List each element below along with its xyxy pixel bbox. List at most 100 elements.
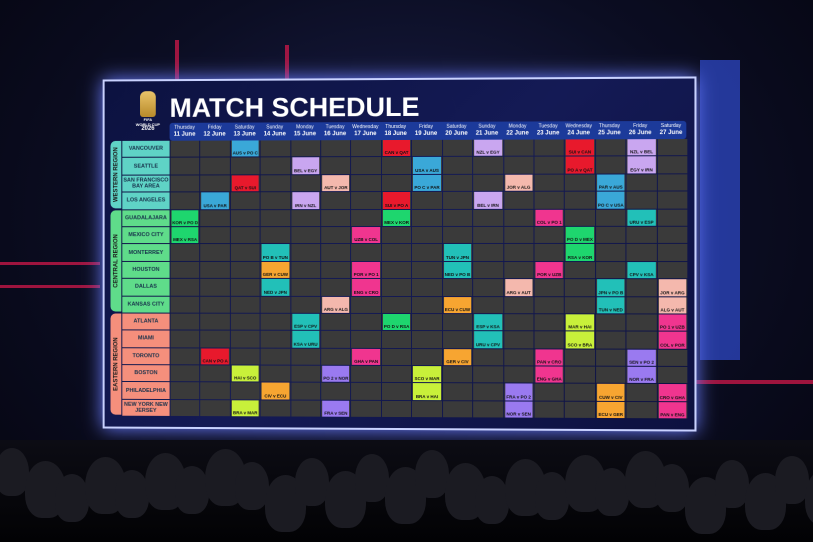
schedule-cell bbox=[381, 261, 412, 279]
schedule-cell bbox=[412, 244, 442, 261]
schedule-cell: RSA v KOR bbox=[565, 244, 595, 261]
schedule-cell bbox=[260, 365, 291, 383]
schedule-cell bbox=[565, 384, 595, 401]
date-label: 26 June bbox=[628, 130, 652, 137]
schedule-cell bbox=[260, 140, 291, 157]
schedule-cell bbox=[503, 331, 534, 349]
schedule-cell: GER v CUW bbox=[260, 261, 291, 279]
schedule-cell: PO C v USA bbox=[595, 191, 626, 209]
match-card: ENG v CRO bbox=[352, 279, 380, 296]
city-label: NEW YORK NEW JERSEY bbox=[122, 399, 170, 417]
match-card: NED v PO B bbox=[443, 261, 472, 279]
schedule-cell: CUW v CIV bbox=[595, 384, 626, 401]
schedule-cell bbox=[595, 314, 626, 331]
weekday-label: Sunday bbox=[266, 124, 284, 131]
schedule-cell bbox=[473, 401, 503, 418]
audience-head bbox=[175, 466, 209, 514]
schedule-cell bbox=[230, 330, 260, 348]
match-card: CAN v PO A bbox=[201, 348, 229, 365]
match-card: HAI v SCO bbox=[231, 365, 259, 382]
weekday-label: Wednesday bbox=[352, 124, 379, 131]
city-label: PHILADELPHIA bbox=[122, 382, 170, 399]
schedule-cell bbox=[412, 209, 442, 226]
region-label: EASTERN REGION bbox=[110, 313, 122, 416]
schedule-cell bbox=[626, 314, 657, 331]
schedule-cell bbox=[200, 209, 230, 227]
schedule-cell bbox=[291, 227, 321, 244]
match-card: PO D v MEX bbox=[566, 226, 594, 244]
schedule-cell bbox=[473, 366, 503, 383]
schedule-cell bbox=[657, 209, 688, 226]
schedule-cell bbox=[321, 383, 351, 400]
schedule-cell bbox=[381, 296, 412, 313]
audience-head bbox=[55, 474, 89, 522]
region-label: CENTRAL REGION bbox=[110, 209, 122, 312]
schedule-cell: IRN v NZL bbox=[291, 192, 321, 209]
schedule-cell bbox=[321, 209, 351, 227]
match-card: ALG v AUT bbox=[658, 296, 687, 314]
schedule-cell bbox=[565, 366, 595, 384]
schedule-cell bbox=[230, 227, 260, 244]
match-card: CIV v ECU bbox=[261, 382, 290, 400]
schedule-cell: BEL v EGY bbox=[291, 157, 321, 175]
schedule-cell bbox=[351, 140, 381, 157]
schedule-cell bbox=[230, 261, 260, 279]
match-card: CAN v QAT bbox=[382, 139, 411, 157]
schedule-cell bbox=[291, 348, 321, 365]
schedule-cell bbox=[351, 331, 381, 348]
audience-head bbox=[655, 464, 689, 512]
day-header: Sunday 21 June bbox=[472, 122, 503, 140]
schedule-cell: GHA v PAN bbox=[351, 348, 381, 366]
schedule-cell bbox=[565, 401, 595, 419]
stage-light bbox=[175, 40, 179, 80]
region-name: WESTERN REGION bbox=[112, 146, 119, 202]
schedule-cell: PAN v CRO bbox=[534, 349, 565, 366]
schedule-cell bbox=[321, 261, 351, 279]
schedule-cell: USA v AUS bbox=[412, 157, 442, 174]
schedule-cell: PAR v AUS bbox=[595, 174, 626, 191]
date-header: Thursday 11 June Friday 12 June Saturday 13 J… bbox=[169, 120, 687, 141]
date-label: 15 June bbox=[293, 131, 317, 138]
schedule-cell bbox=[412, 331, 442, 348]
schedule-cell bbox=[626, 174, 657, 191]
schedule-cell bbox=[381, 348, 412, 366]
schedule-cell: FRA v SEN bbox=[321, 400, 351, 418]
match-card: JOR v ALG bbox=[504, 174, 533, 191]
city-label: BOSTON bbox=[122, 365, 170, 382]
schedule-cell bbox=[412, 192, 442, 209]
schedule-cell bbox=[412, 261, 442, 279]
schedule-cell bbox=[291, 174, 321, 192]
schedule-cell bbox=[412, 348, 442, 366]
match-card: PO A v QAT bbox=[566, 156, 594, 174]
schedule-cell bbox=[321, 244, 351, 261]
date-label: 22 June bbox=[506, 130, 529, 137]
schedule-cell bbox=[170, 244, 200, 261]
schedule-cell bbox=[351, 296, 381, 313]
schedule-cell bbox=[565, 174, 595, 191]
schedule-cell: CIV v ECU bbox=[260, 382, 291, 400]
audience-head bbox=[355, 454, 389, 502]
city-label: TORONTO bbox=[122, 347, 170, 365]
schedule-cell: JOR v ALG bbox=[503, 174, 534, 191]
weekday-label: Sunday bbox=[478, 123, 496, 130]
match-card: MAR v HAI bbox=[566, 314, 594, 331]
schedule-cell: MEX v KOR bbox=[381, 209, 412, 226]
schedule-cell bbox=[291, 400, 321, 417]
match-card: KSA v URU bbox=[291, 331, 320, 348]
schedule-cell: CPV v KSA bbox=[626, 261, 657, 279]
match-card: NZL v EGY bbox=[474, 139, 502, 157]
schedule-cell bbox=[381, 400, 412, 418]
day-header: Sunday 14 June bbox=[260, 122, 290, 140]
schedule-cell bbox=[260, 157, 291, 175]
city-label: MIAMI bbox=[122, 330, 170, 348]
schedule-cell bbox=[626, 226, 657, 244]
match-card: ECU v CUW bbox=[443, 296, 472, 314]
date-label: 13 June bbox=[233, 131, 256, 138]
city-label: SEATTLE bbox=[122, 158, 170, 175]
audience-head bbox=[415, 450, 449, 498]
schedule-cell bbox=[260, 175, 291, 192]
schedule-cell: AUT v JOR bbox=[321, 174, 351, 192]
schedule-cell bbox=[260, 348, 291, 365]
match-card: GER v CIV bbox=[443, 348, 472, 366]
day-header: Thursday 18 June bbox=[381, 122, 411, 140]
